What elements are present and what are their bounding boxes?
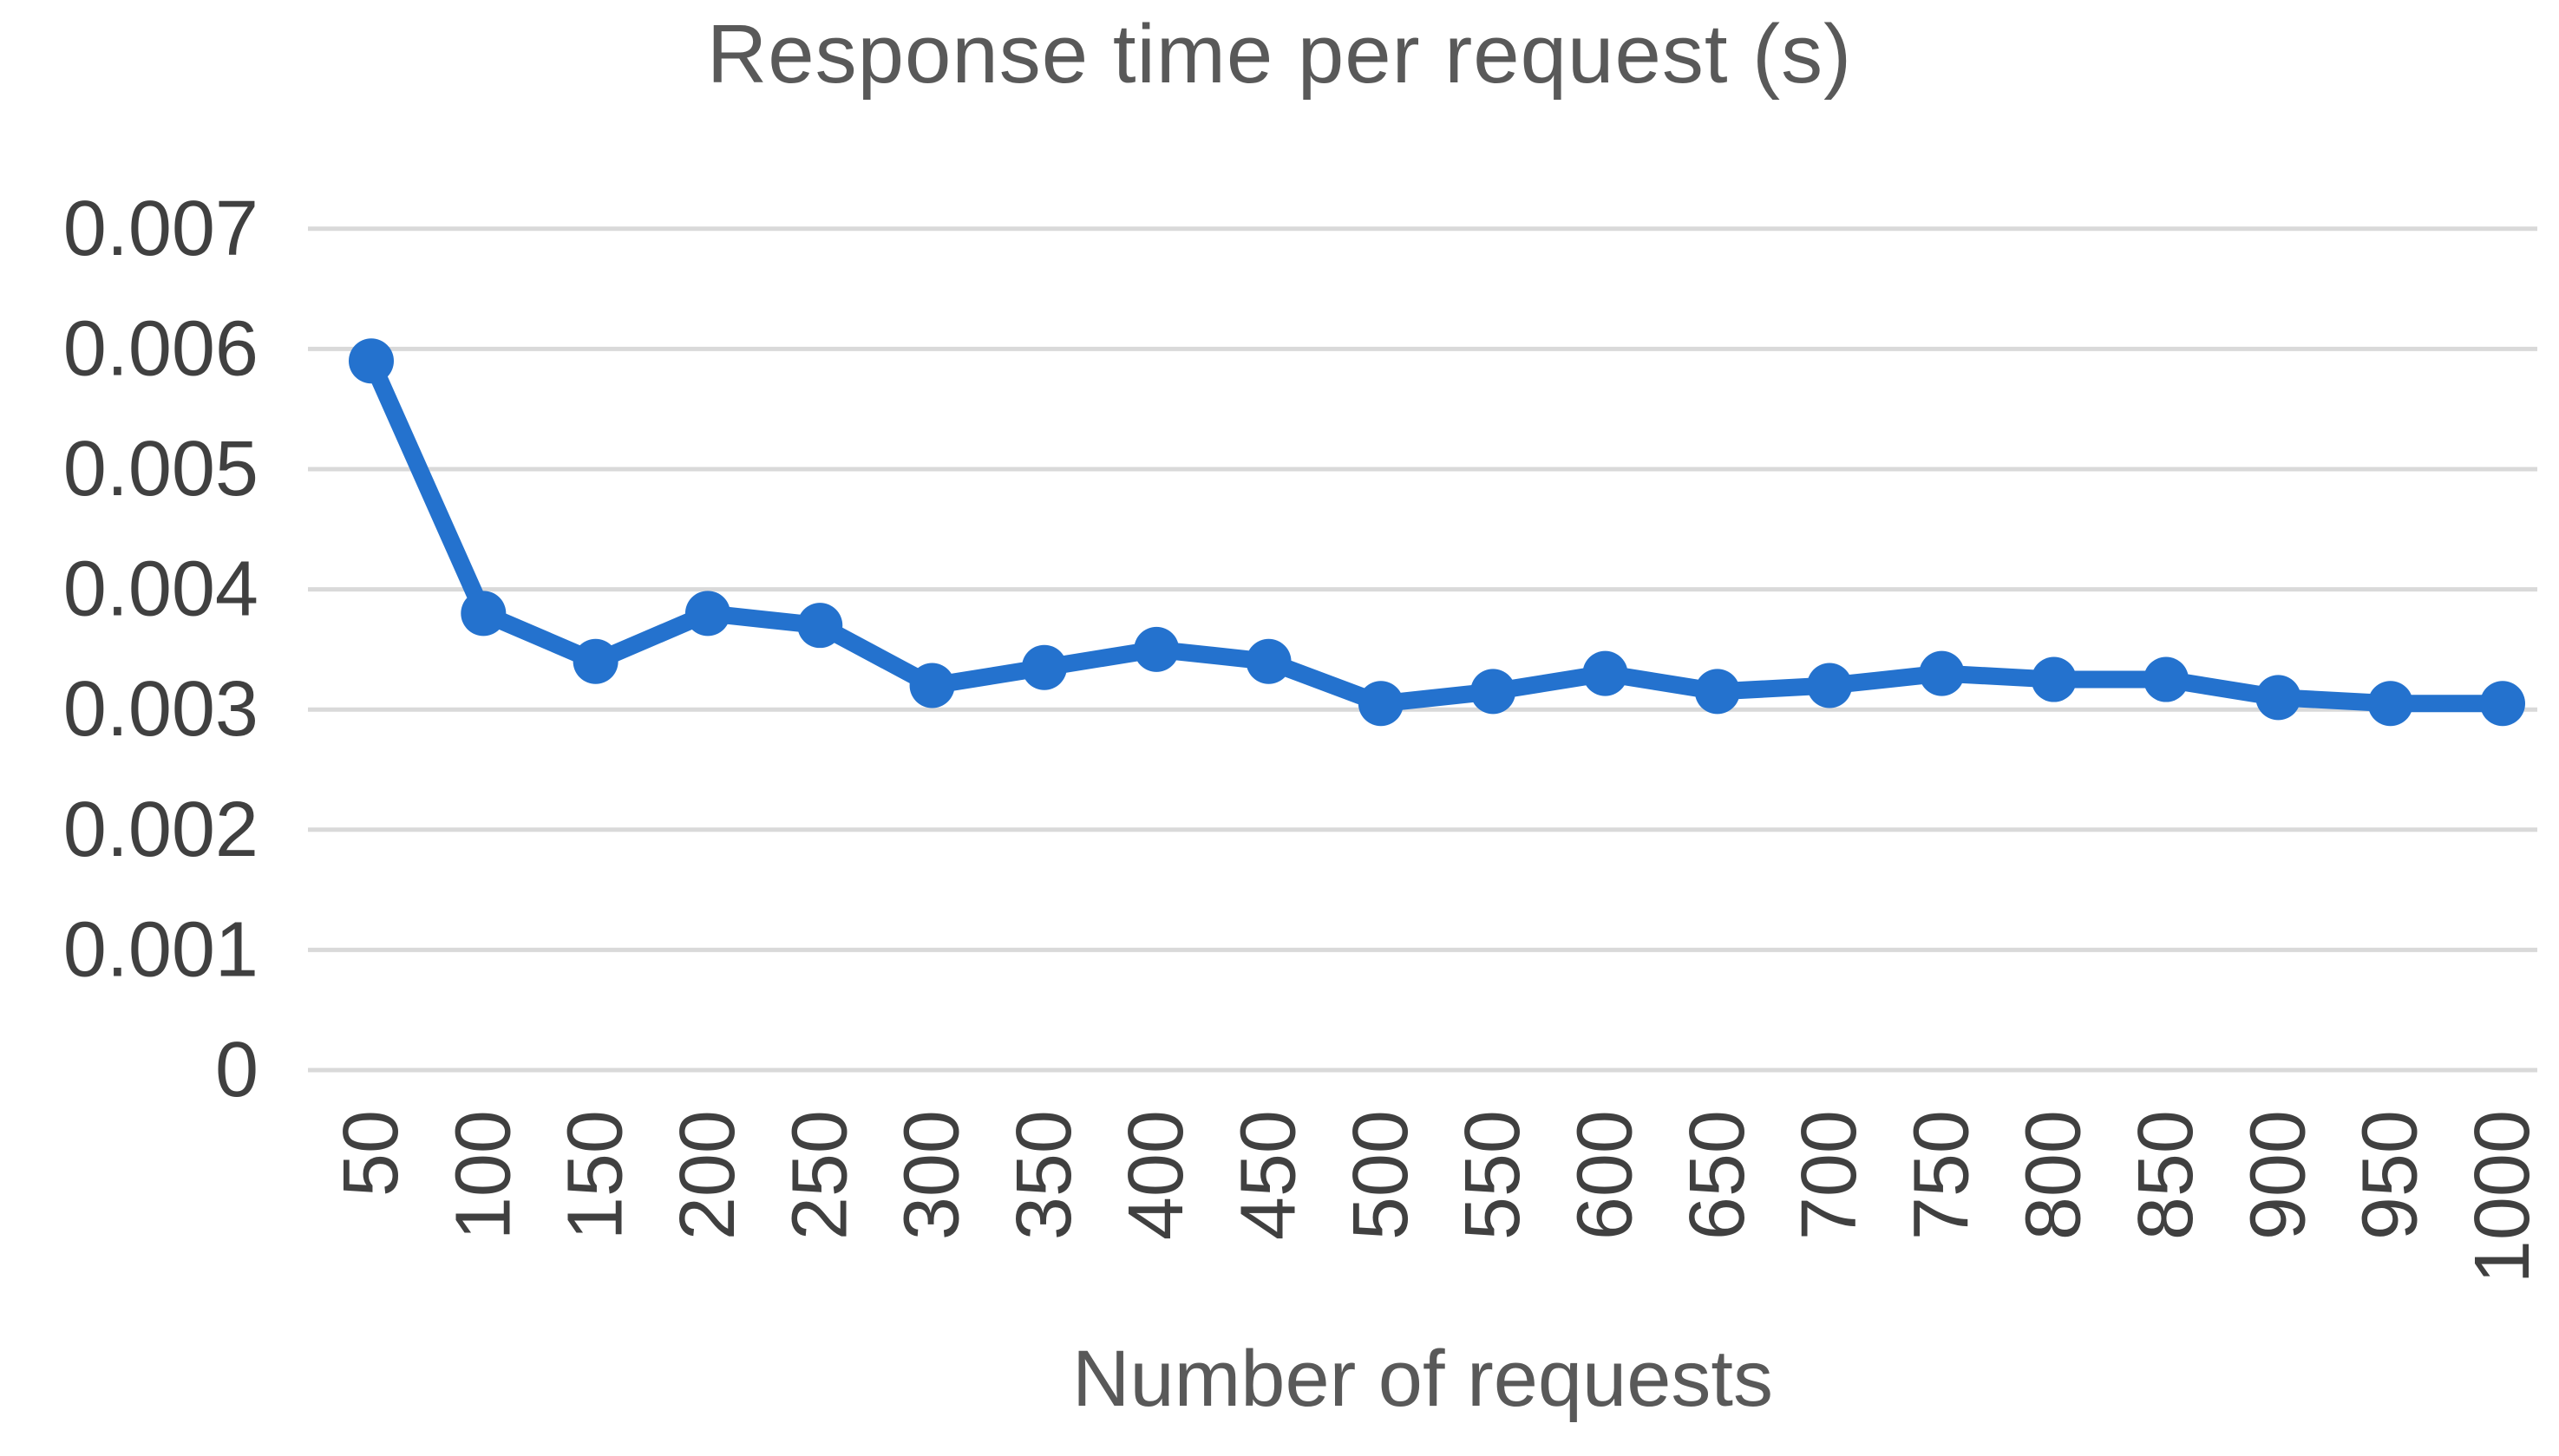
- x-tick-label: 450: [1226, 1110, 1312, 1240]
- x-tick-label: 650: [1674, 1110, 1761, 1240]
- data-point-marker: [573, 638, 618, 684]
- y-tick-label: 0: [215, 1027, 259, 1113]
- x-tick-label: 950: [2347, 1110, 2434, 1240]
- data-point-marker: [1246, 638, 1292, 684]
- x-tick-label: 600: [1561, 1110, 1648, 1240]
- data-point-marker: [1919, 650, 1965, 696]
- y-tick-label: 0.003: [63, 666, 259, 753]
- x-tick-label: 550: [1450, 1110, 1536, 1240]
- data-point-marker: [1582, 650, 1628, 696]
- x-tick-label: 350: [1001, 1110, 1088, 1240]
- data-point-marker: [1470, 669, 1516, 715]
- x-axis-title: Number of requests: [1072, 1335, 1773, 1423]
- data-point-marker: [1807, 663, 1853, 708]
- data-point-marker: [1021, 644, 1067, 690]
- y-tick-label: 0.004: [63, 546, 259, 633]
- y-tick-label: 0.001: [63, 906, 259, 993]
- data-point-marker: [2367, 681, 2413, 727]
- data-point-marker: [2255, 675, 2301, 721]
- data-point-marker: [684, 591, 730, 637]
- data-point-marker: [1694, 669, 1740, 715]
- x-tick-label: 850: [2123, 1110, 2209, 1240]
- y-tick-label: 0.006: [63, 305, 259, 392]
- y-tick-label: 0.007: [63, 186, 259, 272]
- data-point-marker: [797, 603, 843, 649]
- x-tick-label: 1000: [2459, 1110, 2546, 1283]
- data-point-marker: [2480, 681, 2525, 727]
- x-tick-label: 50: [328, 1110, 415, 1197]
- x-tick-label: 700: [1786, 1110, 1873, 1240]
- x-axis-tick-labels: 50 100 150 200 250 300 350 400 450 500 550 600 650 70…: [328, 1110, 2546, 1283]
- x-tick-label: 800: [2011, 1110, 2098, 1240]
- line-series-group: [349, 338, 2525, 727]
- y-axis-tick-labels: 0 0.001 0.002 0.003 0.004 0.005 0.006 0.007: [63, 186, 259, 1113]
- x-tick-label: 400: [1113, 1110, 1200, 1240]
- data-point-marker: [2143, 656, 2189, 702]
- data-point-marker: [461, 591, 507, 637]
- data-point-marker: [2031, 656, 2077, 702]
- gridline-group: [308, 226, 2537, 1073]
- x-tick-label: 250: [776, 1110, 863, 1240]
- y-tick-label: 0.005: [63, 426, 259, 513]
- x-tick-label: 100: [440, 1110, 527, 1240]
- chart-title: Response time per request (s): [706, 8, 1853, 101]
- x-tick-label: 750: [1898, 1110, 1985, 1240]
- data-point-marker: [1358, 681, 1404, 727]
- y-tick-label: 0.002: [63, 787, 259, 873]
- series-line: [363, 352, 2511, 713]
- x-tick-label: 150: [553, 1110, 639, 1240]
- data-point-marker: [909, 663, 955, 708]
- x-tick-label: 500: [1338, 1110, 1424, 1240]
- data-point-marker: [349, 338, 394, 384]
- x-tick-label: 300: [889, 1110, 976, 1240]
- x-tick-label: 200: [664, 1110, 751, 1240]
- data-point-marker: [1134, 626, 1180, 672]
- x-tick-label: 900: [2235, 1110, 2321, 1240]
